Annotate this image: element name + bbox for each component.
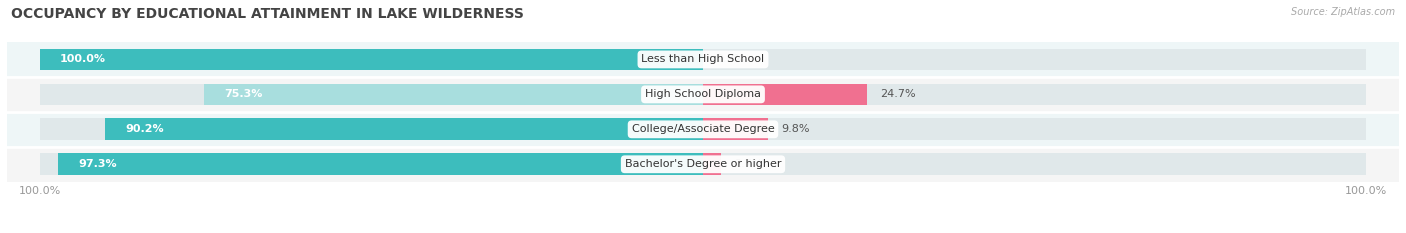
Text: 24.7%: 24.7% — [880, 89, 915, 99]
Bar — [7, 77, 1399, 112]
Text: Less than High School: Less than High School — [641, 55, 765, 64]
Text: 75.3%: 75.3% — [224, 89, 262, 99]
Bar — [41, 153, 1365, 175]
Bar — [703, 83, 866, 105]
Text: 97.3%: 97.3% — [77, 159, 117, 169]
Bar — [7, 112, 1399, 147]
Bar — [204, 83, 703, 105]
Text: 9.8%: 9.8% — [782, 124, 810, 134]
Bar — [703, 118, 768, 140]
Bar — [7, 42, 1399, 77]
Text: 100.0%: 100.0% — [60, 55, 105, 64]
Text: Source: ZipAtlas.com: Source: ZipAtlas.com — [1291, 7, 1395, 17]
Bar — [58, 153, 703, 175]
Text: 90.2%: 90.2% — [125, 124, 163, 134]
Text: College/Associate Degree: College/Associate Degree — [631, 124, 775, 134]
Text: High School Diploma: High School Diploma — [645, 89, 761, 99]
Text: 0.0%: 0.0% — [716, 55, 745, 64]
Legend: Owner-occupied, Renter-occupied: Owner-occupied, Renter-occupied — [579, 230, 827, 233]
Text: OCCUPANCY BY EDUCATIONAL ATTAINMENT IN LAKE WILDERNESS: OCCUPANCY BY EDUCATIONAL ATTAINMENT IN L… — [11, 7, 524, 21]
Bar — [41, 49, 1365, 70]
Text: Bachelor's Degree or higher: Bachelor's Degree or higher — [624, 159, 782, 169]
Bar — [105, 118, 703, 140]
Bar — [41, 118, 1365, 140]
Bar — [41, 49, 703, 70]
Text: 2.7%: 2.7% — [734, 159, 762, 169]
Bar — [703, 153, 721, 175]
Bar — [7, 147, 1399, 182]
Bar — [41, 83, 1365, 105]
